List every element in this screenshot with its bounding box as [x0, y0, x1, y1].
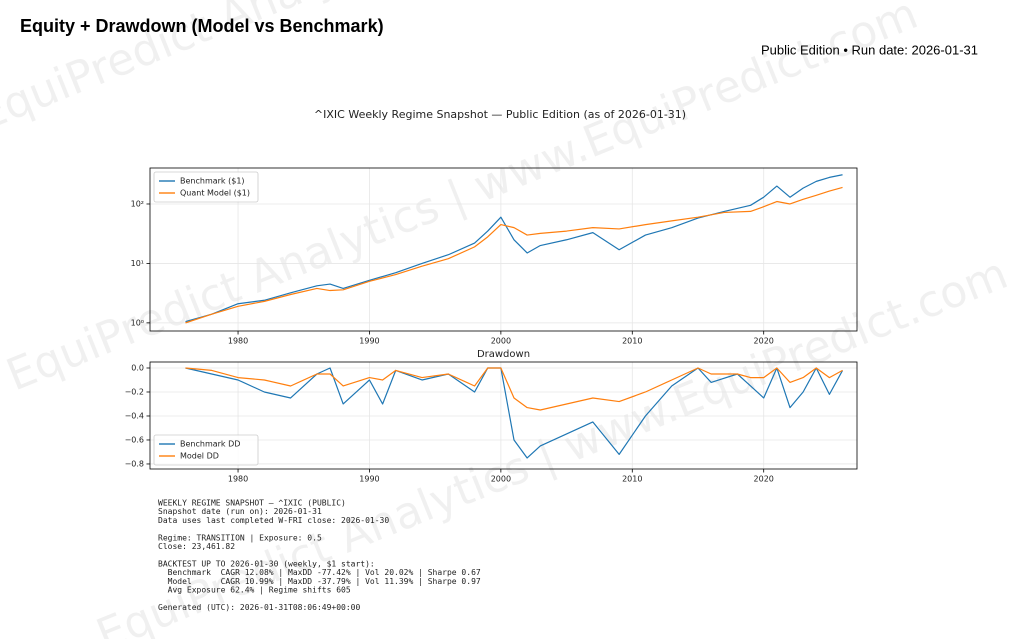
report-line: Data uses last completed W-FRI close: 20… — [158, 516, 389, 525]
report-line: Benchmark CAGR 12.08% | MaxDD -77.42% | … — [158, 568, 481, 577]
x-tick-label: 1990 — [359, 475, 379, 484]
x-tick-label: 2010 — [622, 337, 642, 346]
y-tick-label: 10¹ — [131, 259, 144, 268]
report-line: Close: 23,461.82 — [158, 542, 235, 551]
legend-box — [153, 171, 259, 203]
y-tick-label: −0.4 — [125, 411, 144, 420]
y-tick-label: −0.8 — [125, 459, 144, 468]
y-tick-label: 10⁰ — [131, 318, 144, 327]
x-tick-label: 2000 — [491, 475, 511, 484]
report-line: WEEKLY REGIME SNAPSHOT — ^IXIC (PUBLIC) — [158, 499, 346, 508]
x-tick-label: 2000 — [491, 337, 511, 346]
page-title: Equity + Drawdown (Model vs Benchmark) — [20, 16, 384, 36]
plot-frame — [149, 361, 858, 470]
figure-title: ^IXIC Weekly Regime Snapshot — Public Ed… — [314, 108, 686, 121]
page-subtitle: Public Edition • Run date: 2026-01-31 — [761, 42, 978, 57]
legend-label: Benchmark DD — [180, 440, 240, 449]
series-line — [185, 367, 844, 459]
y-tick-label: −0.2 — [125, 387, 144, 396]
series-line — [185, 174, 843, 323]
report-line: BACKTEST UP TO 2026-01-30 (weekly, $1 st… — [158, 559, 375, 568]
report-line: Snapshot date (run on): 2026-01-31 — [158, 507, 322, 516]
x-tick-label: 2020 — [754, 475, 774, 484]
report: WEEKLY REGIME SNAPSHOT — ^IXIC (PUBLIC)S… — [158, 499, 481, 612]
report-line: Regime: TRANSITION | Exposure: 0.5 — [158, 533, 322, 542]
x-tick-label: 1980 — [228, 337, 248, 346]
report-line: Generated (UTC): 2026-01-31T08:06:49+00:… — [158, 603, 360, 612]
x-tick-label: 2020 — [754, 337, 774, 346]
axes-title: Drawdown — [477, 349, 530, 360]
x-tick-label: 1990 — [359, 337, 379, 346]
x-tick-label: 2010 — [622, 475, 642, 484]
legend-label: Model DD — [180, 452, 219, 461]
report-line: Model CAGR 10.99% | MaxDD -37.79% | Vol … — [158, 577, 481, 586]
y-tick-label: 0.0 — [131, 363, 144, 372]
y-tick-label: −0.6 — [125, 435, 144, 444]
y-tick-label: 10² — [131, 199, 144, 208]
series-line — [185, 186, 843, 324]
legend-box — [153, 434, 259, 466]
legend-label: Quant Model ($1) — [180, 189, 250, 198]
x-tick-label: 1980 — [228, 475, 248, 484]
legend-label: Benchmark ($1) — [180, 177, 245, 186]
plot-frame — [149, 167, 858, 332]
series-line — [185, 367, 843, 411]
report-line: Avg Exposure 62.4% | Regime shifts 605 — [158, 586, 351, 595]
